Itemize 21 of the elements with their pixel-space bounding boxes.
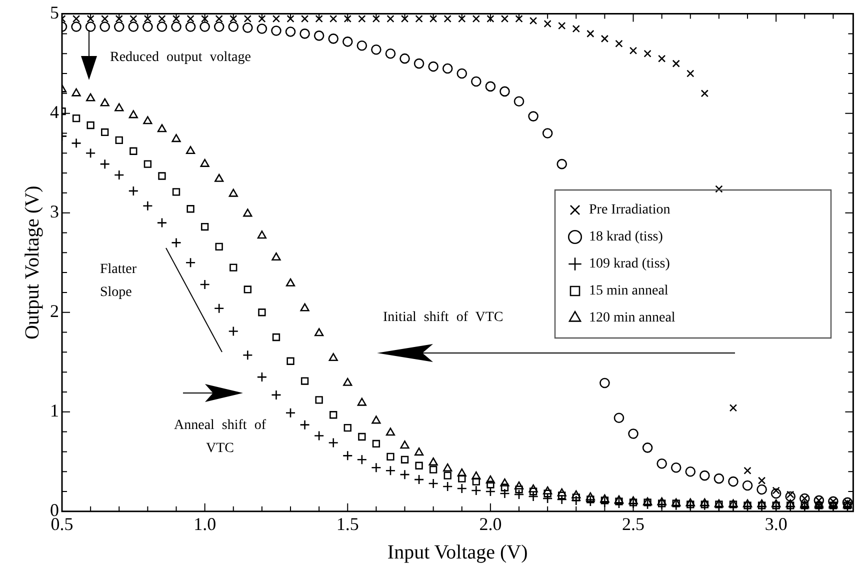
x-tick-label: 1.0 (194, 514, 216, 534)
y-axis-title: Output Voltage (V) (21, 186, 44, 340)
x-tick-label: 2.0 (479, 514, 502, 534)
y-tick-label: 2 (50, 301, 59, 322)
annotation: Flatter Slope (100, 261, 138, 302)
y-tick-label: 1 (50, 400, 59, 421)
x-tick-label: 1.5 (336, 514, 359, 534)
legend-label: 120 min anneal (589, 310, 676, 326)
legend-label: 18 krad (tiss) (589, 230, 664, 245)
annotation: Reduced output voltage (110, 49, 252, 67)
y-tick-label: 3 (50, 202, 59, 222)
annotation: Anneal shift of VTC (173, 417, 267, 458)
x-tick-label: 3.0 (764, 514, 788, 534)
legend-label: 109 krad (tiss) (589, 256, 670, 272)
legend-label: Pre Irradiation (589, 202, 670, 218)
legend-label: 15 min anneal (589, 284, 668, 299)
x-axis-title: Input Voltage (V) (387, 541, 528, 564)
y-tick-label: 4 (50, 102, 59, 122)
annotation: Initial shift of VTC (383, 310, 504, 325)
y-tick-label: 5 (50, 2, 59, 23)
x-tick-label: 2.5 (622, 514, 645, 534)
